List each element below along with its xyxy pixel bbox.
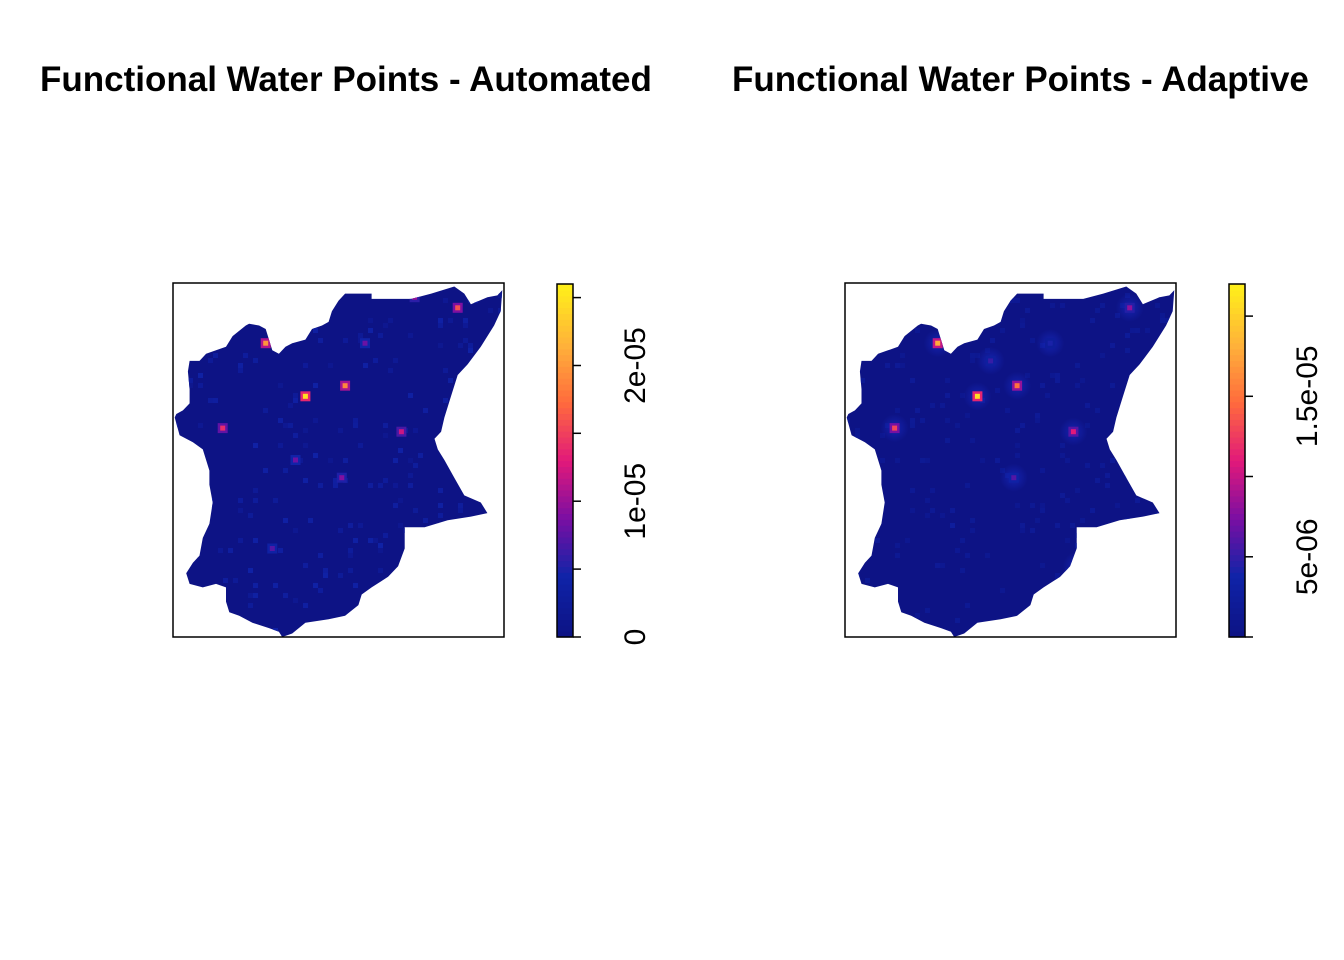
region-raster xyxy=(846,286,1175,637)
hotspot-cell xyxy=(398,429,404,435)
hotspot-cell xyxy=(362,340,368,346)
hotspot-cell xyxy=(342,383,348,389)
hotspot-cell xyxy=(1074,563,1080,569)
hotspot-cell xyxy=(974,393,980,399)
hotspot-cell xyxy=(302,393,308,399)
hotspot-cell xyxy=(412,294,418,300)
hotspot-cell xyxy=(408,570,414,576)
chart-title-adaptive: Functional Water Points - Adaptive xyxy=(732,60,1309,99)
hotspot-cell xyxy=(1011,475,1017,481)
colorbar-tick-label: 5e-06 xyxy=(1291,518,1324,595)
hotspot-halo xyxy=(406,568,417,579)
chart-panel-0: 0 1e-05 2e-05 xyxy=(172,282,652,646)
hotspot-cell xyxy=(339,475,345,481)
hotspot-cell xyxy=(935,340,941,346)
hotspot-cell xyxy=(455,305,461,311)
chart-title-automated: Functional Water Points - Automated xyxy=(40,60,652,99)
hotspot-cell xyxy=(988,358,994,364)
colorbar-frame xyxy=(1228,283,1246,638)
hotspot-cell xyxy=(1014,383,1020,389)
colorbar-tick-label: 1e-05 xyxy=(619,463,652,540)
plot-frame xyxy=(844,282,1177,638)
colorbar: 0 1e-05 2e-05 xyxy=(556,283,652,646)
hotspot-cell xyxy=(293,457,298,463)
hotspot-cell xyxy=(269,546,275,551)
colorbar: 5e-06 1.5e-05 xyxy=(1228,283,1324,638)
hotspot-cell xyxy=(263,340,269,346)
hotspot-cell xyxy=(892,425,898,431)
region-raster xyxy=(174,286,503,637)
hotspot-cell xyxy=(1070,429,1076,435)
colorbar-tick-label: 0 xyxy=(619,629,652,646)
plot-frame xyxy=(172,282,505,638)
hotspot-halo xyxy=(1071,561,1082,572)
colorbar-tick-label: 1.5e-05 xyxy=(1291,345,1324,447)
chart-panel-1: 5e-06 1.5e-05 xyxy=(844,282,1324,638)
colorbar-tick-label: 2e-05 xyxy=(619,327,652,404)
hotspot-halo xyxy=(409,292,420,303)
colorbar-frame xyxy=(556,283,574,638)
hotspot-cell xyxy=(1047,340,1053,346)
hotspot-cell xyxy=(220,425,226,431)
hotspot-cell xyxy=(1127,305,1133,311)
